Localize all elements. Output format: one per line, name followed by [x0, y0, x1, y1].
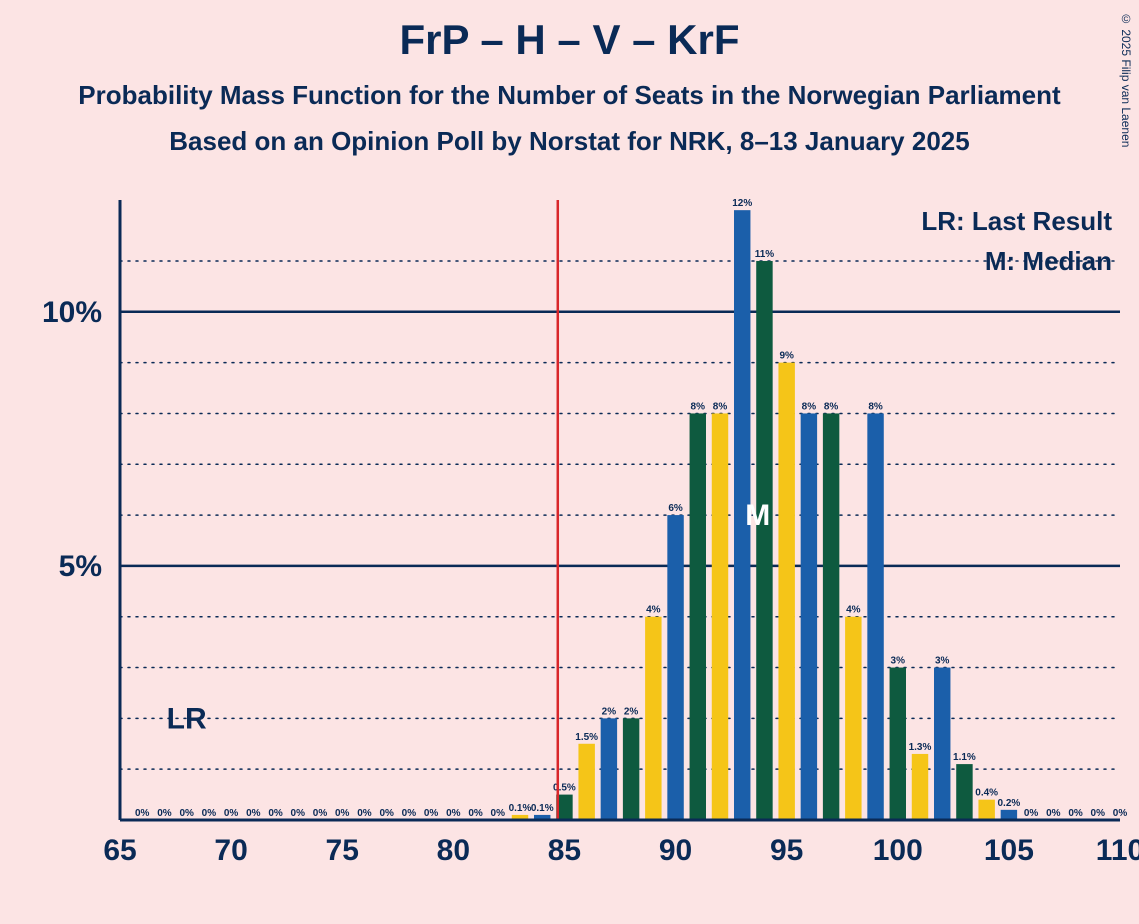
label-lr: LR — [167, 703, 207, 736]
bar-value-label: 0% — [357, 808, 372, 819]
bar-value-label: 2% — [624, 706, 639, 717]
chart-subtitle-2: Based on an Opinion Poll by Norstat for … — [169, 126, 969, 156]
bar-value-label: 0% — [313, 808, 328, 819]
x-tick-label: 95 — [770, 834, 803, 867]
bar — [667, 515, 683, 820]
bar-value-label: 8% — [868, 401, 883, 412]
bar-value-label: 1.3% — [909, 742, 932, 753]
bar-value-label: 0% — [246, 808, 261, 819]
bar-value-label: 0.4% — [975, 788, 998, 799]
bar-value-label: 0% — [1113, 808, 1128, 819]
bar-value-label: 0.2% — [997, 798, 1020, 809]
x-tick-label: 80 — [437, 834, 470, 867]
bar-value-label: 0% — [446, 808, 461, 819]
bar — [890, 668, 906, 820]
copyright-text: © 2025 Filip van Laenen — [1119, 12, 1133, 147]
bar-value-label: 4% — [846, 605, 861, 616]
x-tick-label: 65 — [103, 834, 136, 867]
bar-value-label: 0% — [1068, 808, 1083, 819]
bar — [867, 413, 883, 820]
bar — [1001, 810, 1017, 820]
bar-value-label: 2% — [602, 706, 617, 717]
bar-value-label: 0% — [1046, 808, 1061, 819]
bar — [778, 363, 794, 820]
x-tick-label: 90 — [659, 834, 692, 867]
bar-value-label: 3% — [935, 656, 950, 667]
bar — [845, 617, 861, 820]
bar-value-label: 1.1% — [953, 752, 976, 763]
bar-value-label: 0% — [157, 808, 172, 819]
legend-m: M: Median — [985, 246, 1112, 276]
x-tick-label: 110 — [1096, 834, 1139, 867]
bar — [645, 617, 661, 820]
bar — [578, 744, 594, 820]
bar-value-label: 0% — [1091, 808, 1106, 819]
bar-value-label: 8% — [802, 401, 817, 412]
bar-value-label: 4% — [646, 605, 661, 616]
bar-value-label: 0% — [402, 808, 417, 819]
bar — [690, 413, 706, 820]
bar-value-label: 8% — [713, 401, 728, 412]
y-tick-label: 10% — [42, 296, 102, 329]
label-m: M — [745, 499, 770, 532]
x-tick-label: 70 — [214, 834, 247, 867]
chart-subtitle-1: Probability Mass Function for the Number… — [78, 80, 1061, 110]
bar — [601, 718, 617, 820]
bar — [978, 800, 994, 820]
bar-value-label: 0% — [491, 808, 506, 819]
bar-value-label: 9% — [779, 351, 794, 362]
bar — [623, 718, 639, 820]
bar-value-label: 0% — [1024, 808, 1039, 819]
bar-value-label: 0% — [179, 808, 194, 819]
bar-value-label: 0% — [468, 808, 483, 819]
bar-value-label: 3% — [891, 656, 906, 667]
x-tick-label: 85 — [548, 834, 581, 867]
bar-value-label: 0.1% — [509, 803, 532, 814]
bar — [912, 754, 928, 820]
bar — [934, 668, 950, 820]
bar — [823, 413, 839, 820]
bar — [956, 764, 972, 820]
y-tick-label: 5% — [59, 550, 102, 583]
bar — [712, 413, 728, 820]
bar-value-label: 0% — [424, 808, 439, 819]
bar-value-label: 0% — [135, 808, 150, 819]
bar-value-label: 0.5% — [553, 783, 576, 794]
bar — [756, 261, 772, 820]
bar-value-label: 8% — [691, 401, 706, 412]
x-tick-label: 105 — [984, 834, 1034, 867]
bar-value-label: 0% — [224, 808, 239, 819]
legend-lr: LR: Last Result — [921, 206, 1112, 236]
chart-title: FrP – H – V – KrF — [399, 16, 739, 63]
x-tick-label: 100 — [873, 834, 923, 867]
bar-value-label: 0% — [268, 808, 283, 819]
bar-value-label: 11% — [755, 249, 775, 260]
bar-value-label: 0% — [291, 808, 306, 819]
bar-value-label: 1.5% — [575, 732, 598, 743]
bar-value-label: 8% — [824, 401, 839, 412]
x-tick-label: 75 — [326, 834, 359, 867]
bar-value-label: 0% — [379, 808, 394, 819]
bar-value-label: 0.1% — [531, 803, 554, 814]
bar-value-label: 12% — [732, 198, 752, 209]
bar — [801, 413, 817, 820]
bar-value-label: 0% — [202, 808, 217, 819]
bar-value-label: 0% — [335, 808, 350, 819]
bar-value-label: 6% — [668, 503, 683, 514]
